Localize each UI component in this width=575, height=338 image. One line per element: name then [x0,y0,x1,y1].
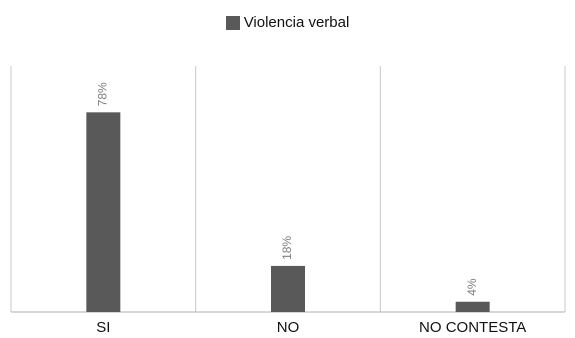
category-label: SI [96,319,110,336]
category-label: NO CONTESTA [419,319,526,336]
category-label: NO [277,319,300,336]
data-label: 78% [96,82,110,106]
bar [271,266,305,312]
bar [456,302,490,312]
data-label: 4% [465,278,479,296]
data-label: 18% [280,236,294,260]
bar [86,112,120,312]
